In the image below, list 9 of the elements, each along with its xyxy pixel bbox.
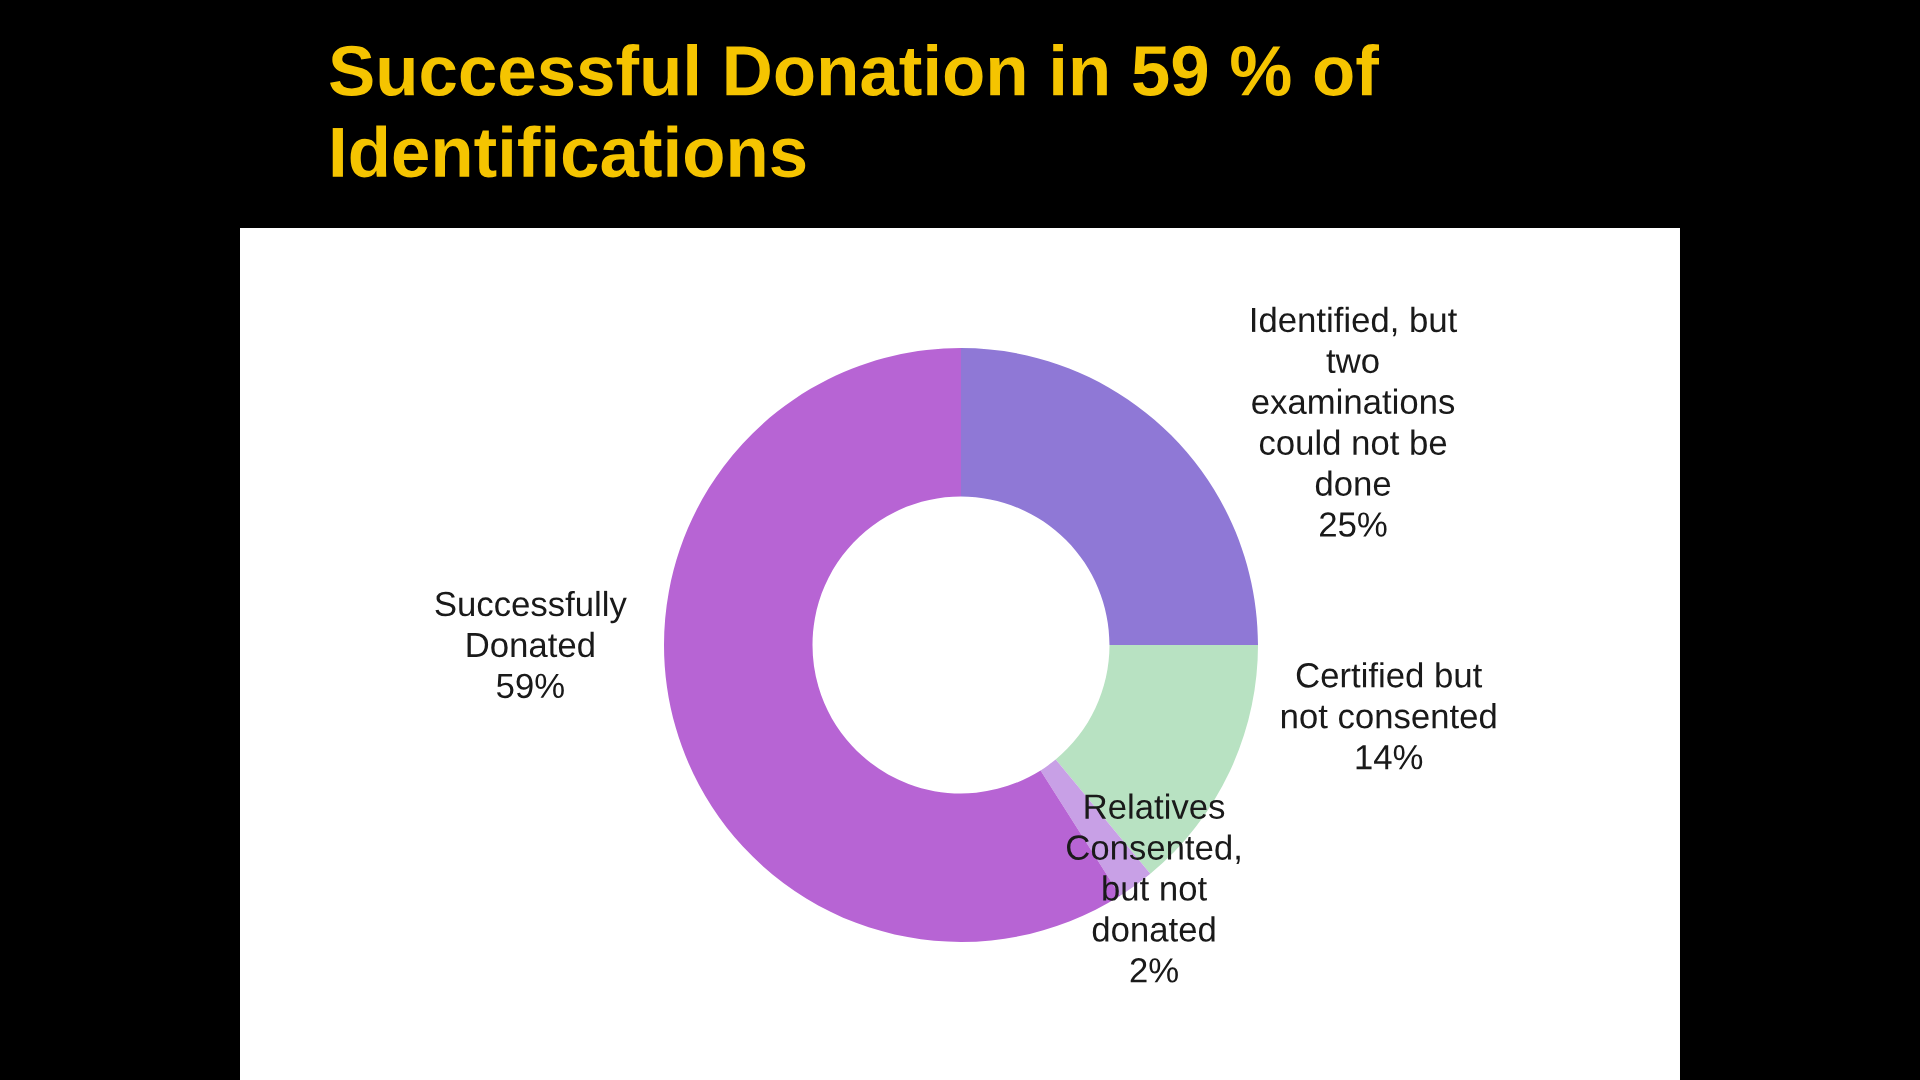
donut-slice bbox=[1055, 645, 1258, 874]
data-label: 14% bbox=[1356, 745, 1423, 770]
slice-label: Successfully Donated bbox=[435, 590, 627, 658]
data-label: 2% bbox=[1130, 958, 1178, 983]
slice-label: Certified but not consented bbox=[1281, 662, 1496, 729]
data-label: 25% bbox=[1320, 512, 1387, 537]
data-label: 59% bbox=[496, 673, 564, 699]
chart-title: Successful Donation in 59 % of Identifications bbox=[330, 44, 1380, 178]
slice-label: Identified, but two examinations could not be done bbox=[1252, 306, 1458, 496]
